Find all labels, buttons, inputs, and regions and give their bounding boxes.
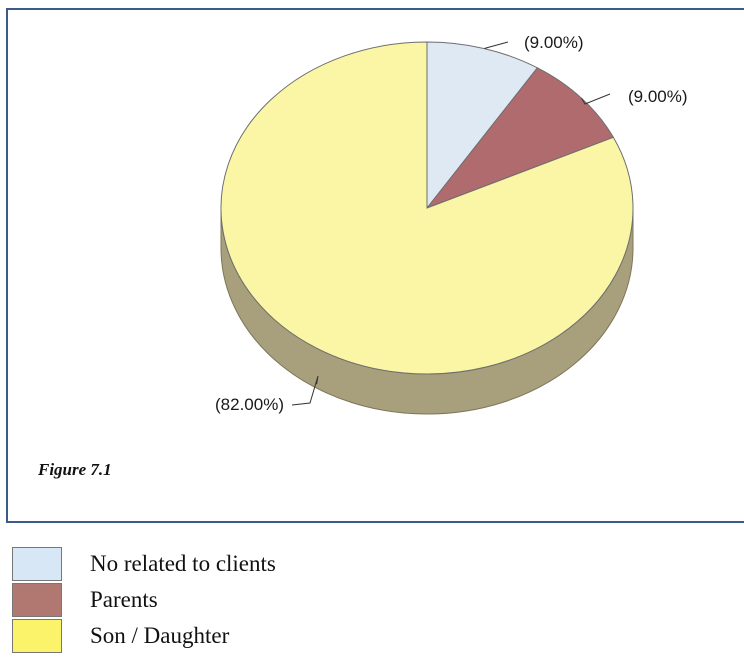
legend-swatch	[12, 583, 62, 617]
legend-label: No related to clients	[90, 551, 276, 576]
pie-slice	[426, 41, 539, 210]
pie-chart: (9.00%) (9.00%) (82.00%)	[215, 33, 688, 415]
chart-frame: (9.00%) (9.00%) (82.00%) Figure 7.1	[6, 8, 744, 523]
legend-label: Son / Daughter	[90, 623, 230, 648]
pie-slice	[220, 41, 634, 375]
legend-label: Parents	[90, 587, 158, 612]
legend-item: Son / Daughter	[12, 618, 276, 654]
legend-item: No related to clients	[12, 546, 276, 582]
leader-line	[484, 41, 509, 50]
data-label: (9.00%)	[628, 87, 688, 106]
leader-line	[291, 375, 319, 406]
legend-item: Parents	[12, 582, 276, 618]
legend: No related to clients Parents Son / Daug…	[12, 546, 276, 654]
data-label: (82.00%)	[215, 395, 284, 414]
leader-line	[581, 93, 611, 105]
legend-swatch	[12, 547, 62, 581]
figure-caption: Figure 7.1	[38, 460, 112, 479]
legend-swatch	[12, 619, 62, 653]
data-label: (9.00%)	[524, 33, 584, 52]
